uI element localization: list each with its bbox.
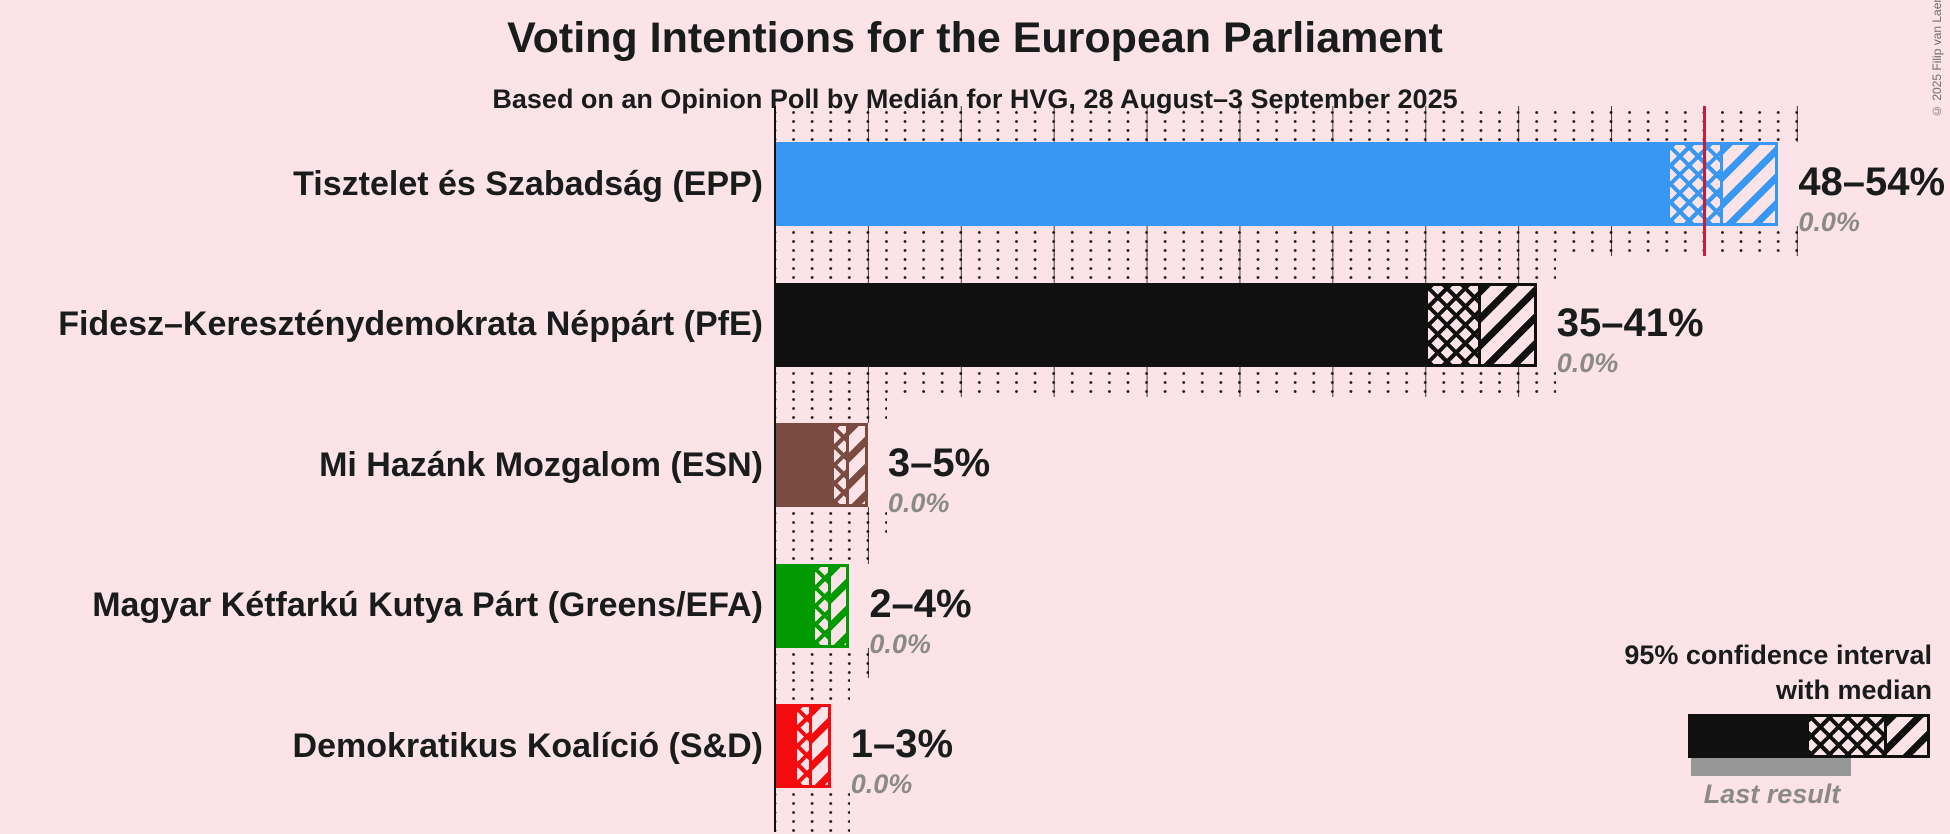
value-block: 2–4% 0.0% — [869, 581, 971, 661]
legend-last-result-bar — [1691, 758, 1851, 776]
party-label: Mi Hazánk Mozgalom (ESN) — [319, 445, 763, 484]
grid-band-above — [775, 106, 1798, 142]
x-axis-zero-line — [774, 106, 776, 832]
ci-median-to-upper-diagonal — [1722, 145, 1776, 223]
value-block: 35–41% 0.0% — [1557, 300, 1704, 380]
last-result-value: 0.0% — [850, 769, 913, 799]
copyright-note: © 2025 Filip van Laenen — [1930, 0, 1944, 118]
value-range-label: 35–41% — [1556, 300, 1704, 345]
ci-lower-to-median-crosshatch — [1428, 285, 1482, 364]
last-result-value: 0.0% — [1556, 347, 1619, 378]
legend-ci-sample-bar — [1688, 714, 1930, 758]
majority-line — [1702, 106, 1706, 256]
grid-band-above — [775, 252, 1557, 283]
value-block: 48–54% 0.0% — [1798, 159, 1945, 239]
value-range-label: 48–54% — [1798, 160, 1946, 204]
ci-median-to-upper-diagonal — [812, 707, 828, 785]
party-label: Fidesz–Kereszténydemokrata Néppárt (PfE) — [58, 305, 763, 343]
grid-band-above — [775, 674, 851, 704]
ci-lower-to-median-crosshatch — [1669, 145, 1723, 223]
legend-ci-label: 95% confidence interval with median — [1624, 638, 1932, 708]
legend-sample-diagonal — [1887, 717, 1927, 755]
ci-bar-solid — [775, 423, 831, 507]
value-range-label: 2–4% — [869, 581, 972, 626]
grid-band-below — [775, 507, 888, 537]
legend-sample-solid — [1691, 717, 1809, 755]
chart-title: Voting Intentions for the European Parli… — [507, 14, 1443, 62]
value-block: 1–3% 0.0% — [851, 721, 953, 801]
ci-lower-to-median-crosshatch — [815, 566, 831, 645]
last-result-value: 0.0% — [1798, 207, 1860, 237]
legend-ci-line1: 95% confidence interval — [1624, 640, 1932, 670]
legend-ci-line2: with median — [1775, 675, 1932, 705]
grid-band-above — [775, 533, 869, 564]
ci-bar-solid — [775, 563, 813, 648]
last-result-value: 0.0% — [887, 488, 950, 518]
grid-band-below — [775, 788, 851, 832]
value-block: 3–5% 0.0% — [888, 440, 990, 520]
ci-bar-solid — [775, 142, 1667, 226]
grid-band-above — [775, 393, 888, 423]
legend-last-result-label: Last result — [1703, 779, 1841, 809]
ci-median-to-upper-diagonal — [830, 566, 847, 645]
value-range-label: 3–5% — [887, 441, 991, 485]
ci-bar-hatched — [1425, 282, 1537, 367]
legend-sample-crosshatch — [1809, 717, 1887, 755]
value-range-label: 1–3% — [850, 722, 954, 766]
party-label: Magyar Kétfarkú Kutya Párt (Greens/EFA) — [92, 586, 763, 624]
grid-band-below — [775, 226, 1798, 256]
ci-bar-hatched — [812, 563, 850, 648]
ci-bar-hatched — [1666, 142, 1779, 226]
ci-bar-solid — [775, 282, 1426, 367]
grid-band-below — [775, 366, 1557, 397]
ci-median-to-upper-diagonal — [849, 426, 865, 504]
ci-median-to-upper-diagonal — [1481, 285, 1534, 364]
party-label: Tisztelet és Szabadság (EPP) — [293, 164, 763, 203]
party-label: Demokratikus Koalíció (S&D) — [292, 726, 763, 765]
ci-lower-to-median-crosshatch — [833, 426, 850, 504]
ci-lower-to-median-crosshatch — [796, 707, 813, 785]
ci-bar-hatched — [830, 423, 868, 507]
last-result-value: 0.0% — [869, 628, 931, 659]
ci-bar-solid — [775, 704, 794, 788]
ci-bar-hatched — [793, 704, 831, 788]
grid-band-below — [775, 647, 869, 678]
